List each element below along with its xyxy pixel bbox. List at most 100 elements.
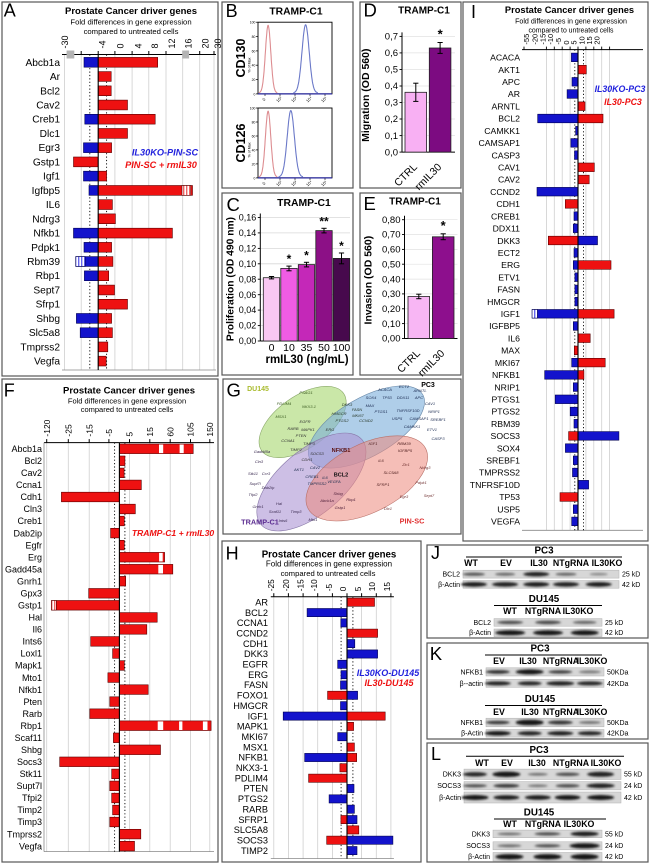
svg-text:10⁴: 10⁴ [305,95,313,103]
svg-text:Egr3: Egr3 [38,143,60,154]
svg-text:50KDa: 50KDa [607,720,629,727]
svg-text:MKI67: MKI67 [495,358,520,368]
svg-text:IL30KO-DU145: IL30KO-DU145 [357,668,421,678]
svg-text:10³: 10³ [290,95,298,103]
svg-text:0: 0 [338,586,348,591]
svg-text:-25: -25 [266,579,276,591]
svg-text:0,30: 0,30 [382,289,401,300]
svg-text:Rbp1: Rbp1 [20,721,42,731]
svg-text:PIN-SC + rmIL30: PIN-SC + rmIL30 [125,160,198,170]
svg-text:BCL2: BCL2 [498,114,520,124]
svg-text:0,1: 0,1 [385,131,398,142]
svg-text:Fold differences in gene expre: Fold differences in gene expression [266,560,392,569]
svg-text:*: * [339,239,344,253]
svg-text:Cln3: Cln3 [23,504,42,514]
svg-text:Nfkb1: Nfkb1 [18,685,42,695]
svg-text:Nfkb1: Nfkb1 [33,229,60,240]
svg-text:15: 15 [585,36,594,44]
svg-text:TRAMP-C1 + rmIL30: TRAMP-C1 + rmIL30 [132,528,215,538]
svg-text:55 kD: 55 kD [624,772,642,779]
svg-text:TIMP3: TIMP3 [303,441,316,446]
svg-text:PIN-SC: PIN-SC [400,517,425,526]
svg-text:0,04: 0,04 [239,305,257,315]
svg-text:IL6: IL6 [322,475,328,480]
svg-text:E: E [364,193,376,214]
svg-text:D: D [364,0,377,21]
svg-text:SLC5A8: SLC5A8 [384,470,400,475]
svg-text:Abcb1a: Abcb1a [11,444,42,454]
svg-text:IL30KO: IL30KO [563,606,594,616]
svg-text:Tmprss2: Tmprss2 [7,829,42,839]
svg-text:AR: AR [255,597,268,607]
svg-text:Pdpk1: Pdpk1 [31,243,60,254]
svg-text:Shbg: Shbg [36,314,60,325]
svg-text:CCNA1: CCNA1 [281,438,295,443]
svg-text:0: 0 [261,180,267,186]
svg-text:Cav2: Cav2 [21,468,42,478]
svg-text:Tfpi2: Tfpi2 [22,793,42,803]
svg-text:MAPK1: MAPK1 [237,722,268,732]
svg-text:NKX3-1: NKX3-1 [236,763,268,773]
svg-text:NTgRNA: NTgRNA [553,558,590,568]
svg-text:CCNA1: CCNA1 [237,618,268,628]
svg-text:NRIP1: NRIP1 [428,409,440,414]
svg-text:PC3: PC3 [529,745,549,756]
svg-text:EV: EV [493,707,505,717]
svg-text:150: 150 [205,422,215,436]
svg-text:Fold differences in gene expre: Fold differences in gene expression [68,396,186,405]
svg-text:USP5: USP5 [392,416,403,421]
svg-text:Gadd45a: Gadd45a [5,564,42,574]
svg-text:IL30KO: IL30KO [591,758,622,768]
svg-text:NFKB1: NFKB1 [332,448,351,454]
svg-text:CCND2: CCND2 [359,418,374,423]
svg-text:Creb1: Creb1 [32,115,60,126]
svg-text:DDX11: DDX11 [493,224,521,234]
svg-text:WT: WT [464,558,478,568]
svg-text:10: 10 [577,36,586,44]
svg-text:NKX3-1: NKX3-1 [302,404,316,409]
svg-text:PTGS2: PTGS2 [492,407,521,417]
svg-text:*: * [438,27,444,42]
svg-text:100: 100 [250,21,256,25]
svg-text:VEGFA: VEGFA [327,479,341,484]
svg-text:Shbg: Shbg [21,745,42,755]
svg-text:DDX11: DDX11 [397,395,410,400]
svg-text:10⁴: 10⁴ [305,179,313,187]
svg-text:IL30-PC3: IL30-PC3 [604,97,642,107]
svg-text:β-Actin: β-Actin [469,630,491,637]
svg-text:-10: -10 [546,34,555,45]
svg-text:APC: APC [414,395,423,400]
svg-text:AKT1: AKT1 [293,467,304,472]
svg-text:8: 8 [150,43,160,48]
svg-text:Rbp1: Rbp1 [36,271,61,282]
svg-text:SOCS3: SOCS3 [491,431,521,441]
svg-text:EV: EV [501,758,513,768]
svg-text:10⁵: 10⁵ [320,95,328,103]
svg-text:PTGS2: PTGS2 [238,794,268,804]
svg-text:PDLIM4: PDLIM4 [277,401,292,406]
svg-text:IL30: IL30 [521,707,539,717]
svg-text:Sept7: Sept7 [33,286,60,297]
svg-text:TRAMP-C1: TRAMP-C1 [269,7,322,18]
svg-text:Hal: Hal [28,613,42,623]
svg-text:Proliferation (OD 490 nm): Proliferation (OD 490 nm) [226,217,237,341]
svg-text:Tfpi2: Tfpi2 [249,492,259,497]
svg-text:0,10: 0,10 [382,319,401,330]
svg-text:IL30: IL30 [519,656,537,666]
svg-text:SREBF1: SREBF1 [486,456,520,466]
svg-text:0,00: 0,00 [239,336,257,346]
svg-text:Il6: Il6 [32,625,42,635]
svg-text:VEGFA: VEGFA [491,517,520,527]
svg-text:DKK3: DKK3 [244,649,268,659]
svg-text:20: 20 [593,36,602,44]
svg-text:MSX1: MSX1 [243,742,268,752]
svg-text:Dab2ip: Dab2ip [13,528,42,538]
svg-text:IL30KO: IL30KO [577,656,608,666]
svg-text:TRAMP-C1: TRAMP-C1 [389,197,441,208]
svg-text:ARNTL: ARNTL [412,388,426,393]
svg-text:0,08: 0,08 [239,274,257,284]
svg-text:IL30: IL30 [528,758,546,768]
svg-text:Zic1: Zic1 [401,462,410,467]
svg-text:60: 60 [252,134,256,138]
svg-text:IL30KO-PIN-SC: IL30KO-PIN-SC [132,148,199,158]
